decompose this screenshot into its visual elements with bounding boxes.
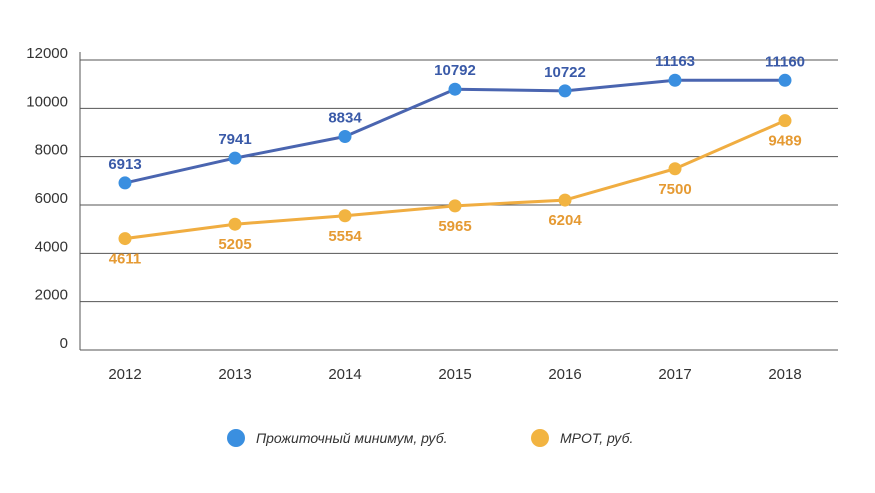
grid-lines xyxy=(80,59,838,351)
data-labels: 6913 7941 8834 10792 10722 11163 11160 4611 5205… xyxy=(108,53,805,267)
x-tick-label: 2017 xyxy=(658,366,691,383)
data-point xyxy=(228,217,242,231)
data-label: 11163 xyxy=(655,53,695,70)
data-point xyxy=(228,151,242,165)
data-label: 10792 xyxy=(434,62,476,79)
data-label: 8834 xyxy=(328,110,362,127)
data-label: 7941 xyxy=(218,131,251,148)
x-tick-label: 2012 xyxy=(108,366,141,383)
data-point xyxy=(668,162,682,176)
legend-marker-icon xyxy=(531,429,549,447)
legend: Прожиточный минимум, руб. МРОТ, руб. xyxy=(227,429,633,447)
data-label: 9489 xyxy=(768,133,801,150)
y-tick-label: 8000 xyxy=(35,142,68,159)
x-tick-label: 2016 xyxy=(548,366,581,383)
data-label: 4611 xyxy=(109,251,142,268)
data-point xyxy=(338,209,352,223)
x-tick-label: 2014 xyxy=(328,366,361,383)
data-point xyxy=(118,232,132,246)
data-label: 7500 xyxy=(658,181,691,198)
axes: 0 2000 4000 6000 8000 10000 12000 2012 2013 2014 2… xyxy=(26,45,801,383)
x-tick-label: 2018 xyxy=(768,366,801,383)
data-point xyxy=(448,82,462,96)
legend-label: Прожиточный минимум, руб. xyxy=(256,430,448,446)
data-markers xyxy=(118,73,792,246)
data-label: 6913 xyxy=(108,156,141,173)
data-point xyxy=(448,199,462,213)
y-tick-label: 4000 xyxy=(35,238,68,255)
x-tick-label: 2013 xyxy=(218,366,251,383)
series-lines xyxy=(123,78,787,241)
y-tick-label: 12000 xyxy=(26,45,68,62)
data-point xyxy=(778,114,792,128)
legend-label: МРОТ, руб. xyxy=(560,430,633,446)
legend-marker-icon xyxy=(227,429,245,447)
data-label: 6204 xyxy=(548,212,582,229)
data-point xyxy=(778,73,792,87)
data-point xyxy=(668,73,682,87)
data-label: 5554 xyxy=(328,228,362,245)
data-label: 5965 xyxy=(438,218,471,235)
data-label: 5205 xyxy=(218,236,251,253)
x-tick-label: 2015 xyxy=(438,366,471,383)
data-point xyxy=(338,130,352,144)
y-tick-label: 0 xyxy=(60,335,68,352)
data-label: 10722 xyxy=(544,64,586,81)
data-point xyxy=(558,84,572,98)
data-label: 11160 xyxy=(765,53,805,70)
data-point xyxy=(118,176,132,190)
y-tick-label: 10000 xyxy=(26,93,68,110)
data-point xyxy=(558,193,572,207)
y-tick-label: 2000 xyxy=(35,287,68,304)
y-tick-label: 6000 xyxy=(35,190,68,207)
